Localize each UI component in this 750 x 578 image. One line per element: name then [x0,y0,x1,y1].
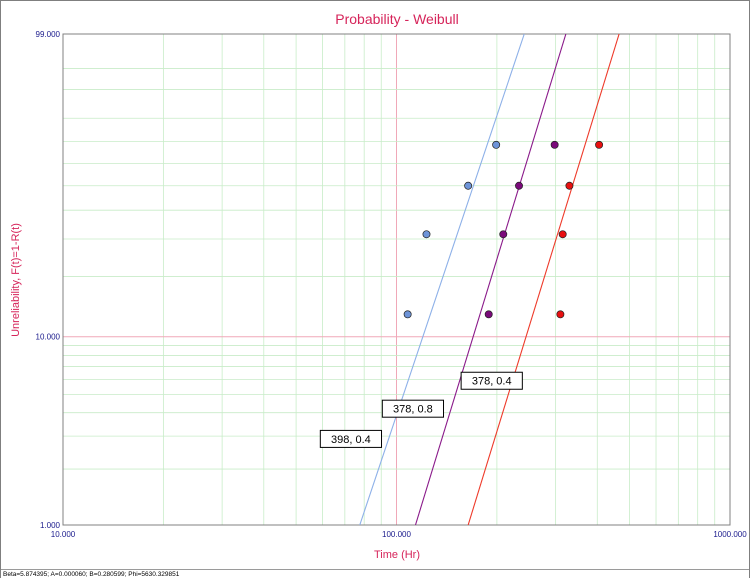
grid [63,34,730,525]
data-point-series-2 [484,310,493,319]
fit-line-3 [467,34,620,525]
data-point-series-3 [565,181,574,190]
x-tick-label: 1000.000 [713,530,747,539]
y-axis-title: Unreliability, F(t)=1-R(t) [10,223,22,337]
data-point-series-1 [403,310,412,319]
fit-line-2 [414,34,567,525]
annotation-box [381,399,445,418]
fit-line-1 [359,34,525,525]
data-point-series-1 [492,140,501,149]
data-point-series-2 [499,230,508,239]
annotation-box [460,371,523,390]
annotations: 398, 0.4 378, 0.8 378, 0.4 [319,371,523,448]
y-tick-label: 1.000 [40,521,61,530]
data-points [403,140,604,319]
annotation-box [319,429,383,448]
data-point-series-2 [515,181,523,190]
data-point-series-1 [464,181,473,190]
chart-title: Probability - Weibull [335,11,458,27]
plot-border [62,33,731,526]
data-point-series-2 [550,140,559,149]
fit-lines [359,34,620,525]
y-tick-label: 10.000 [36,333,61,342]
annotation-label: 378, 0.8 [393,404,433,416]
data-point-series-3 [558,230,567,239]
annotation-label: 378, 0.4 [472,376,512,388]
data-point-series-3 [556,310,565,319]
y-tick-label: 99.000 [36,30,61,39]
x-tick-label: 100.000 [382,530,411,539]
data-point-series-3 [595,140,604,149]
annotation-label: 398, 0.4 [331,434,371,446]
parameter-status-bar: Beta=5.874395; A=0.000060; B=0.280599; P… [1,569,749,578]
x-axis-title: Time (Hr) [374,549,420,561]
data-point-series-1 [422,230,431,239]
x-tick-label: 10.000 [51,530,76,539]
